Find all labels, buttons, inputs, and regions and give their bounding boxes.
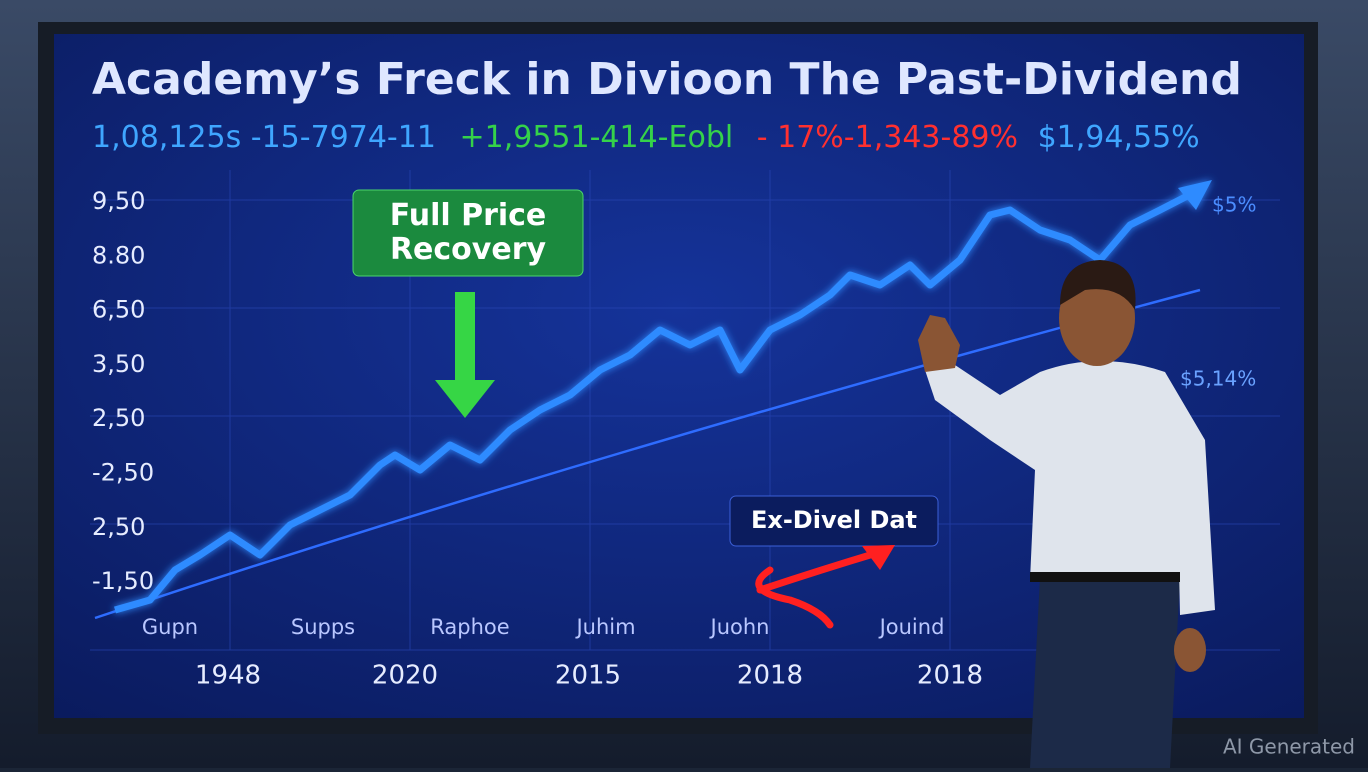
y-label: 3,50 [92,350,145,378]
ticker-item: $1,94,55% [1038,120,1200,155]
title: Academy’s Freck in Divioon The Past-Divi… [92,54,1242,105]
recovery-callout [352,189,584,277]
x-label: Juohn [709,615,770,639]
trend-line [94,288,1201,620]
x-label: Gupn [142,615,198,639]
ticker-item: 1,08,125s -15-7974-11 [92,120,436,155]
ticker-item: +1,9551-414-Eobl [459,120,733,155]
y-label: 2,50 [92,404,145,432]
x-label: Raphoe [430,615,509,639]
year-label: 2018 [917,661,983,691]
y-label: 9,50 [92,187,145,215]
ticker: 1,08,125s -15-7974-11 +1,9551-414-Eobl -… [92,120,1200,155]
price-line [114,180,1212,614]
red-arrow [755,548,884,629]
y-label: -1,50 [92,567,154,595]
person [918,260,1215,768]
mid-right-label: $5,14% [1180,367,1256,391]
recovery-text: Full Price Recovery [389,198,547,267]
year-label: 2015 [555,661,621,691]
x-label: Jouind [878,615,945,639]
y-label: -2,50 [92,459,154,487]
ex-dividend-callout [729,495,939,547]
y-label: 2,50 [92,513,145,541]
watermark: AI Generated [1223,735,1355,759]
x-label: Juhim [574,615,635,639]
y-label: 8.80 [92,241,145,269]
ex-dividend-text: Ex-Divel Dat [751,506,917,534]
y-labels: 9,50 8.80 6,50 3,50 2,50 -2,50 2,50 -1,50 [92,187,154,595]
recovery-text-box: Full Price Recovery [389,198,547,267]
y-label: 6,50 [92,296,145,324]
ticker-item: - 17%-1,343-89% [757,120,1018,155]
down-arrow [435,292,495,418]
red-arrow-head [862,545,895,570]
year-labels: 1948 2020 2015 2018 2018 [195,661,983,691]
top-right-label: $5% [1212,193,1256,217]
year-label: 1948 [195,661,261,691]
year-label: 2018 [737,661,803,691]
x-label: Supps [291,615,355,639]
x-labels: Gupn Supps Raphoe Juhim Juohn Jouind [142,615,945,639]
year-label: 2020 [372,661,438,691]
